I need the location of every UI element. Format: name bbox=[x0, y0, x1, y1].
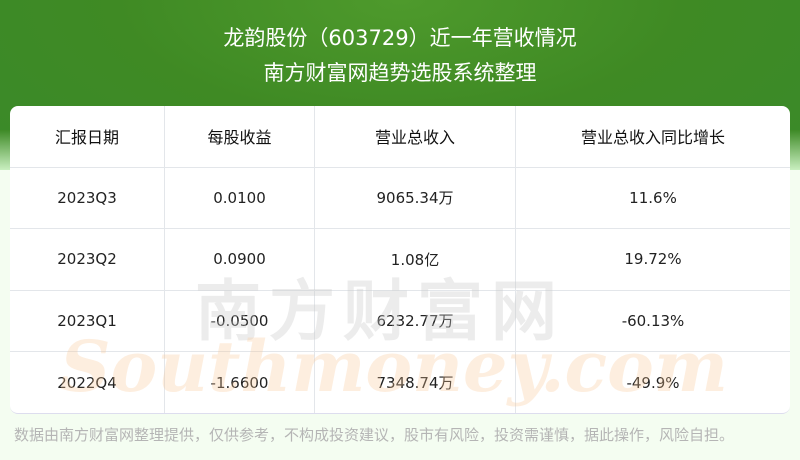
table-cell: 6232.77万 bbox=[315, 290, 516, 351]
table-row: 2023Q2 0.0900 1.08亿 19.72% bbox=[10, 229, 790, 291]
table-cell: 2023Q3 bbox=[10, 167, 165, 228]
table-cell: 0.0900 bbox=[165, 229, 315, 290]
table-row: 2022Q4 -1.6600 7348.74万 -49.9% bbox=[10, 352, 790, 413]
table-cell: -49.9% bbox=[626, 373, 680, 392]
table-cell: 1.08亿 bbox=[315, 229, 516, 290]
page-subtitle: 南方财富网趋势选股系统整理 bbox=[263, 61, 537, 85]
revenue-table: 汇报日期 每股收益 营业总收入 营业总收入同比增长 2023Q3 0.0100 90… bbox=[10, 106, 790, 414]
table-row: 2023Q3 0.0100 9065.34万 11.6% bbox=[10, 167, 790, 229]
table-cell: 2022Q4 bbox=[10, 352, 165, 413]
table-cell: 0.0100 bbox=[165, 167, 315, 228]
disclaimer: 数据由南方财富网整理提供，仅供参考，不构成投资建议，股市有风险，投资需谨慎，据此… bbox=[14, 426, 735, 444]
table-row: 2023Q1 -0.0500 6232.77万 -60.13% bbox=[10, 290, 790, 352]
page-title: 龙韵股份（603729）近一年营收情况 bbox=[223, 26, 577, 50]
table-cell: 2023Q2 bbox=[10, 229, 165, 290]
table-cell: 11.6% bbox=[629, 188, 677, 207]
column-header: 营业总收入同比增长 bbox=[580, 128, 725, 148]
table-cell: 19.72% bbox=[624, 250, 682, 269]
table-cell: -1.6600 bbox=[165, 352, 315, 413]
table-cell: 7348.74万 bbox=[315, 352, 516, 413]
table-cell: -60.13% bbox=[621, 311, 685, 330]
table-cell: 2023Q1 bbox=[10, 290, 165, 351]
table-cell: 9065.34万 bbox=[315, 167, 516, 228]
column-header: 营业总收入 bbox=[315, 106, 516, 167]
column-header: 每股收益 bbox=[165, 106, 315, 167]
table-cell: -0.0500 bbox=[165, 290, 315, 351]
column-header: 汇报日期 bbox=[10, 106, 165, 167]
table-header: 汇报日期 每股收益 营业总收入 营业总收入同比增长 bbox=[10, 106, 790, 168]
